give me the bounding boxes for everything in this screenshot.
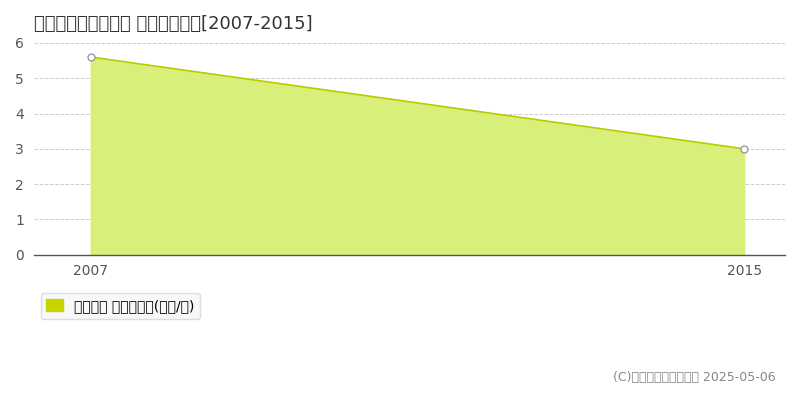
Legend: 土地価格 平均坪単価(万円/坪): 土地価格 平均坪単価(万円/坪) (41, 294, 200, 318)
Text: 中新川郡立山町江崎 土地価格推移[2007-2015]: 中新川郡立山町江崎 土地価格推移[2007-2015] (34, 15, 312, 33)
Text: (C)土地価格ドットコム 2025-05-06: (C)土地価格ドットコム 2025-05-06 (614, 371, 776, 384)
